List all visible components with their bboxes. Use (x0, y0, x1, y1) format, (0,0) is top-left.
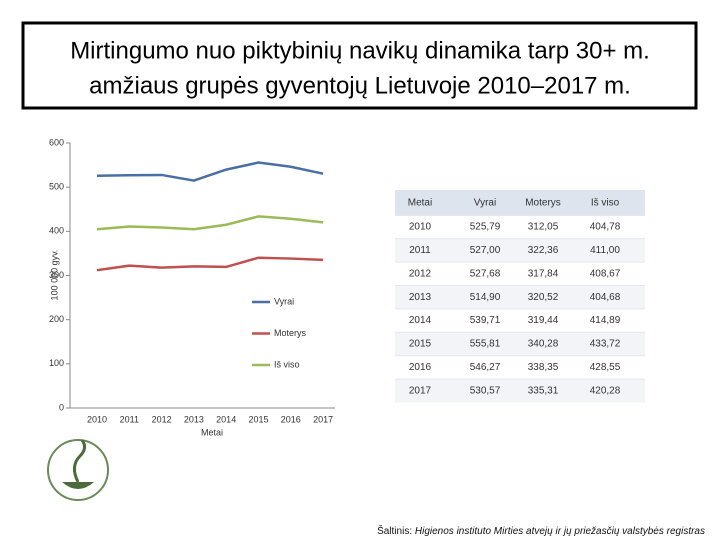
table-cell: 2011 (409, 245, 431, 256)
table-cell: 527,00 (470, 245, 501, 256)
y-tick-label: 300 (49, 270, 64, 280)
y-tick-label: 100 (49, 358, 64, 368)
y-tick-label: 200 (49, 314, 64, 324)
table-cell: 433,72 (590, 339, 621, 350)
x-axis-label: Metai (201, 427, 223, 437)
table-cell: 408,67 (590, 268, 621, 279)
table-cell: 312,05 (528, 222, 559, 233)
title-line: Mirtingumo nuo piktybinių navikų dinamik… (70, 37, 650, 64)
y-tick-label: 600 (49, 137, 64, 147)
table-cell: 2014 (409, 315, 432, 326)
legend-label: Moterys (274, 328, 307, 338)
x-tick-label: 2012 (152, 414, 172, 424)
table-cell: 2017 (409, 385, 432, 396)
series-line (96, 256, 324, 272)
title-line: amžiaus grupės gyventojų Lietuvoje 2010–… (89, 72, 631, 99)
table-cell: 411,00 (590, 245, 620, 256)
table-cell: 525,79 (470, 222, 501, 233)
table-header: Iš viso (591, 198, 620, 209)
table-row-bg (395, 332, 645, 356)
table-cell: 428,55 (590, 362, 621, 373)
table-cell: 2013 (409, 292, 432, 303)
table-cell: 546,27 (470, 362, 501, 373)
x-tick-label: 2014 (216, 414, 236, 424)
table-header: Metai (408, 198, 432, 209)
table-cell: 414,89 (590, 315, 621, 326)
table-cell: 320,52 (528, 292, 559, 303)
table-cell: 317,84 (528, 268, 559, 279)
table-row-bg (395, 238, 645, 263)
table-row-bg (395, 285, 645, 309)
table-header: Moterys (525, 198, 561, 209)
table-cell: 338,35 (528, 362, 559, 373)
table-cell: 555,81 (470, 339, 501, 350)
title-box (21, 21, 698, 110)
table-cell: 404,68 (590, 292, 621, 303)
table-header: Vyrai (474, 198, 496, 209)
x-tick-label: 2010 (87, 414, 107, 424)
legend-label: Iš viso (274, 359, 300, 369)
x-tick-label: 2016 (281, 414, 301, 424)
y-tick-label: 500 (49, 182, 64, 192)
x-tick-label: 2013 (184, 414, 204, 424)
table-cell: 335,31 (528, 385, 559, 396)
source-text: Higienos instituto Mirties atvejų ir jų … (415, 526, 705, 537)
y-tick-label: 400 (49, 226, 64, 236)
table-cell: 340,28 (528, 339, 559, 350)
table-cell: 2016 (409, 362, 432, 373)
table-row-bg (395, 379, 645, 403)
series-line (96, 161, 324, 182)
table-cell: 404,78 (590, 222, 621, 233)
logo (47, 439, 109, 501)
table-cell: 2012 (409, 268, 432, 279)
x-tick-label: 2011 (120, 414, 139, 424)
table-header-bg (395, 190, 645, 216)
y-tick-label: 0 (59, 402, 64, 412)
table-cell: 530,57 (470, 385, 501, 396)
source-label: Šaltinis: (377, 524, 412, 537)
table-cell: 319,44 (528, 315, 559, 326)
table-cell: 420,28 (590, 385, 621, 396)
table-cell: 539,71 (470, 315, 501, 326)
legend-label: Vyrai (274, 296, 294, 306)
table-cell: 514,90 (470, 292, 501, 303)
x-tick-label: 2015 (248, 414, 268, 424)
table-cell: 2015 (409, 339, 432, 350)
table-cell: 527,68 (470, 268, 501, 279)
table-cell: 322,36 (528, 245, 559, 256)
source: Šaltinis: Higienos instituto Mirties atv… (377, 524, 705, 537)
y-axis-label: 100 000 gyv. (49, 250, 59, 301)
table-cell: 2010 (409, 222, 432, 233)
series-line (96, 215, 324, 231)
x-tick-label: 2017 (313, 414, 333, 424)
